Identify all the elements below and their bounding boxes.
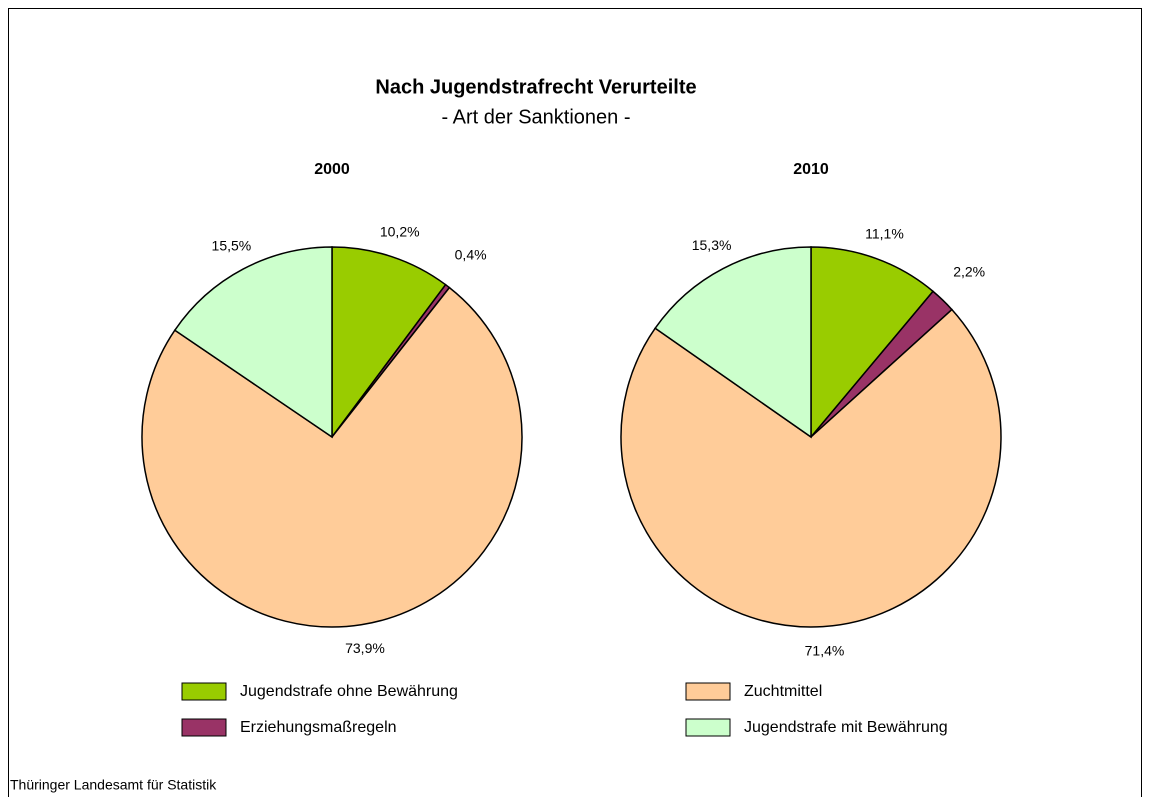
pie-slice <box>331 246 447 440</box>
legend-label: Jugendstrafe ohne Bewährung <box>240 683 458 700</box>
data-label: 2,2% <box>953 263 985 279</box>
data-label: 0,4% <box>455 247 487 263</box>
data-label: 10,2% <box>380 224 420 240</box>
legend-swatch <box>685 718 731 737</box>
data-label: 11,1% <box>865 226 904 242</box>
data-label: 15,5% <box>212 238 252 254</box>
legend-label: Jugendstrafe mit Bewährung <box>744 719 948 736</box>
legend-swatch <box>181 718 227 737</box>
pie-slice <box>654 246 812 439</box>
legend-label: Zuchtmittel <box>744 683 822 700</box>
legend-label: Erziehungsmaßregeln <box>240 719 397 736</box>
chart-subtitle: - Art der Sanktionen - <box>442 106 631 128</box>
data-label: 71,4% <box>805 642 845 658</box>
pie-slice <box>173 246 333 439</box>
legend-swatch <box>181 682 227 701</box>
source: Thüringer Landesamt für Statistik <box>10 777 217 793</box>
data-label: 73,9% <box>345 640 385 656</box>
chart-title: Nach Jugendstrafrecht Verurteilte <box>375 76 696 98</box>
legend-swatch <box>685 682 731 701</box>
data-label: 15,3% <box>692 237 732 253</box>
pie-slice <box>810 246 935 440</box>
pie-slice <box>620 308 1002 628</box>
pie-title: 2010 <box>793 161 829 178</box>
pie-title: 2000 <box>314 161 350 178</box>
